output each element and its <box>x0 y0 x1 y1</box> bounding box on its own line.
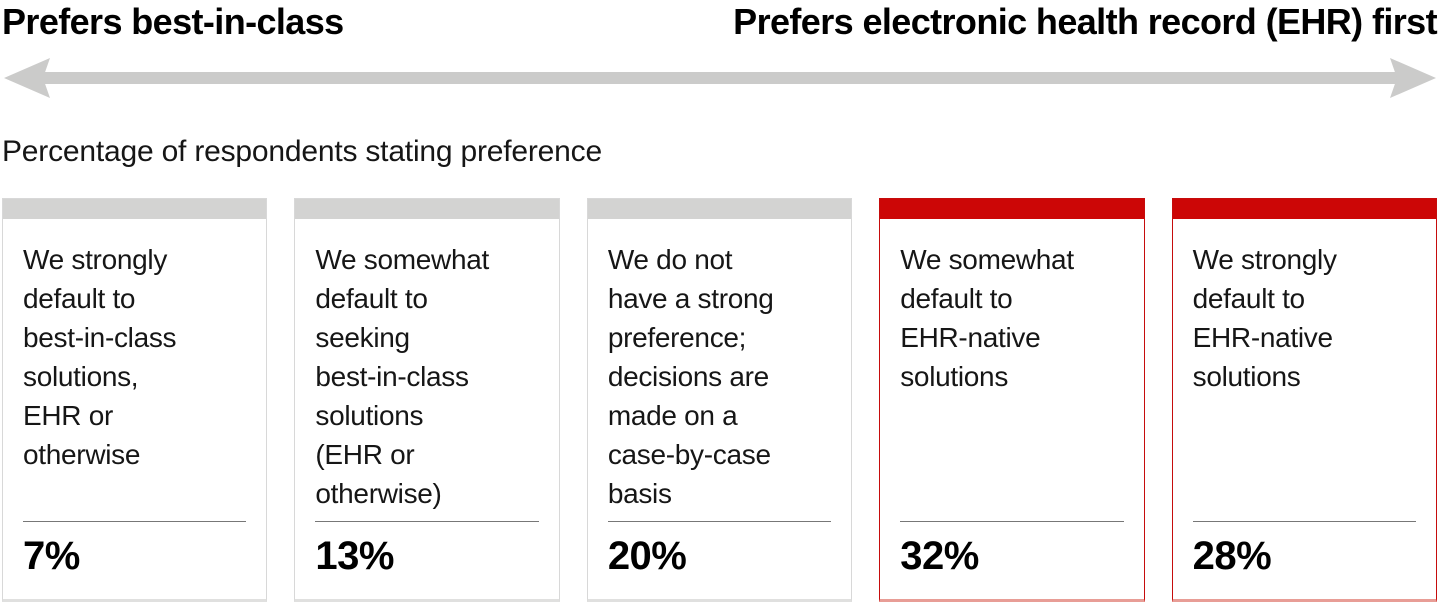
card-divider <box>607 521 832 522</box>
preference-card-no-strong-preference: We do not have a strong preference; decisio… <box>586 198 853 602</box>
card-footer: 32% <box>880 521 1143 599</box>
card-top-bar <box>1172 199 1437 219</box>
card-statement: We strongly default to EHR-native solutions <box>1192 244 1337 392</box>
card-footer: 13% <box>295 521 558 599</box>
preference-card-strongly-ehr-native: We strongly default to EHR-native solutions… <box>1171 198 1438 602</box>
card-percentage: 20% <box>607 534 687 578</box>
card-divider <box>1192 521 1417 522</box>
preference-card-strongly-best-in-class: We strongly default to best-in-class soluti… <box>2 198 268 602</box>
card-footer: 7% <box>3 521 266 599</box>
card-top-bar <box>587 199 852 219</box>
card-percentage: 28% <box>1192 534 1272 578</box>
double-arrow-icon <box>4 58 1436 98</box>
card-percentage: 32% <box>900 534 979 578</box>
preference-cards-row: We strongly default to best-in-class soluti… <box>2 198 1438 602</box>
card-percentage: 13% <box>315 534 394 578</box>
card-top-bar <box>880 199 1144 219</box>
card-statement: We do not have a strong preference; decisio… <box>607 244 774 509</box>
spectrum-right-label: Prefers electronic health record (EHR) f… <box>733 1 1437 42</box>
card-footer: 20% <box>588 521 851 599</box>
card-statement: We somewhat default to EHR-native solutions <box>900 244 1074 392</box>
card-statement: We strongly default to best-in-class soluti… <box>23 244 177 470</box>
spectrum-header: Prefers best-in-class Prefers electronic… <box>0 0 1440 42</box>
card-statement: We somewhat default to seeking best-in-clas… <box>315 244 489 509</box>
card-percentage: 7% <box>23 534 80 578</box>
card-footer: 28% <box>1173 521 1436 599</box>
card-top-bar <box>3 199 267 219</box>
spectrum-left-label: Prefers best-in-class <box>2 1 344 42</box>
preference-spectrum <box>2 55 1438 101</box>
card-top-bar <box>295 199 559 219</box>
preference-card-somewhat-ehr-native: We somewhat default to EHR-native solutions… <box>879 198 1145 602</box>
card-divider <box>315 521 539 522</box>
card-divider <box>23 521 247 522</box>
card-divider <box>900 521 1124 522</box>
preference-card-somewhat-best-in-class: We somewhat default to seeking best-in-clas… <box>294 198 560 602</box>
chart-subtitle: Percentage of respondents stating prefer… <box>2 135 602 168</box>
